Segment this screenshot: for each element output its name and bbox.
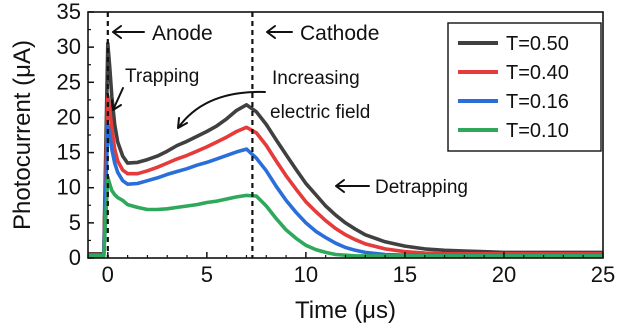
arrow-cathode — [266, 25, 293, 39]
x-tick-label: 0 — [102, 262, 114, 287]
x-tick-label: 5 — [201, 262, 213, 287]
legend-label-1: T=0.40 — [506, 62, 569, 84]
annotation-detrapping: Detrapping — [375, 177, 468, 198]
x-tick-label: 10 — [294, 262, 318, 287]
x-axis-title: Time (μs) — [295, 297, 396, 324]
y-tick-label: 35 — [57, 0, 81, 24]
legend-label-3: T=0.10 — [506, 120, 569, 142]
series-lines — [88, 41, 603, 258]
y-tick-label: 20 — [57, 104, 81, 129]
arrow-detrapping — [335, 179, 370, 193]
arrow-trapping — [111, 87, 124, 111]
legend: T=0.50 T=0.40 T=0.16 T=0.10 — [447, 22, 602, 152]
x-tick-label: 15 — [393, 262, 417, 287]
arrow-increasing-field — [177, 90, 266, 129]
x-tick-label: 25 — [591, 262, 615, 287]
legend-label-2: T=0.16 — [506, 91, 569, 113]
x-tick-label: 20 — [492, 262, 516, 287]
y-axis-title: Photocurrent (μA) — [9, 40, 36, 230]
y-tick-label: 30 — [57, 34, 81, 59]
annotation-increasing: Increasing — [272, 68, 360, 89]
annotation-anode: Anode — [152, 22, 213, 45]
y-tick-label: 15 — [57, 140, 81, 165]
legend-label-0: T=0.50 — [506, 33, 569, 55]
series-line-3 — [88, 175, 603, 258]
y-tick-label: 0 — [69, 245, 81, 270]
annotation-cathode: Cathode — [300, 22, 379, 45]
annotation-electric-field: electric field — [270, 102, 370, 123]
annotations: Anode Cathode Trapping Increasing electr… — [111, 22, 468, 198]
annotation-arrows — [111, 25, 370, 193]
series-line-0 — [88, 41, 603, 256]
y-tick-label: 5 — [69, 210, 81, 235]
annotation-trapping: Trapping — [125, 66, 199, 87]
axis-ticks: 0 5 10 15 20 25 0 5 10 15 20 25 30 35 — [57, 0, 616, 287]
y-tick-label: 10 — [57, 175, 81, 200]
arrow-anode — [112, 25, 145, 39]
y-tick-label: 25 — [57, 69, 81, 94]
